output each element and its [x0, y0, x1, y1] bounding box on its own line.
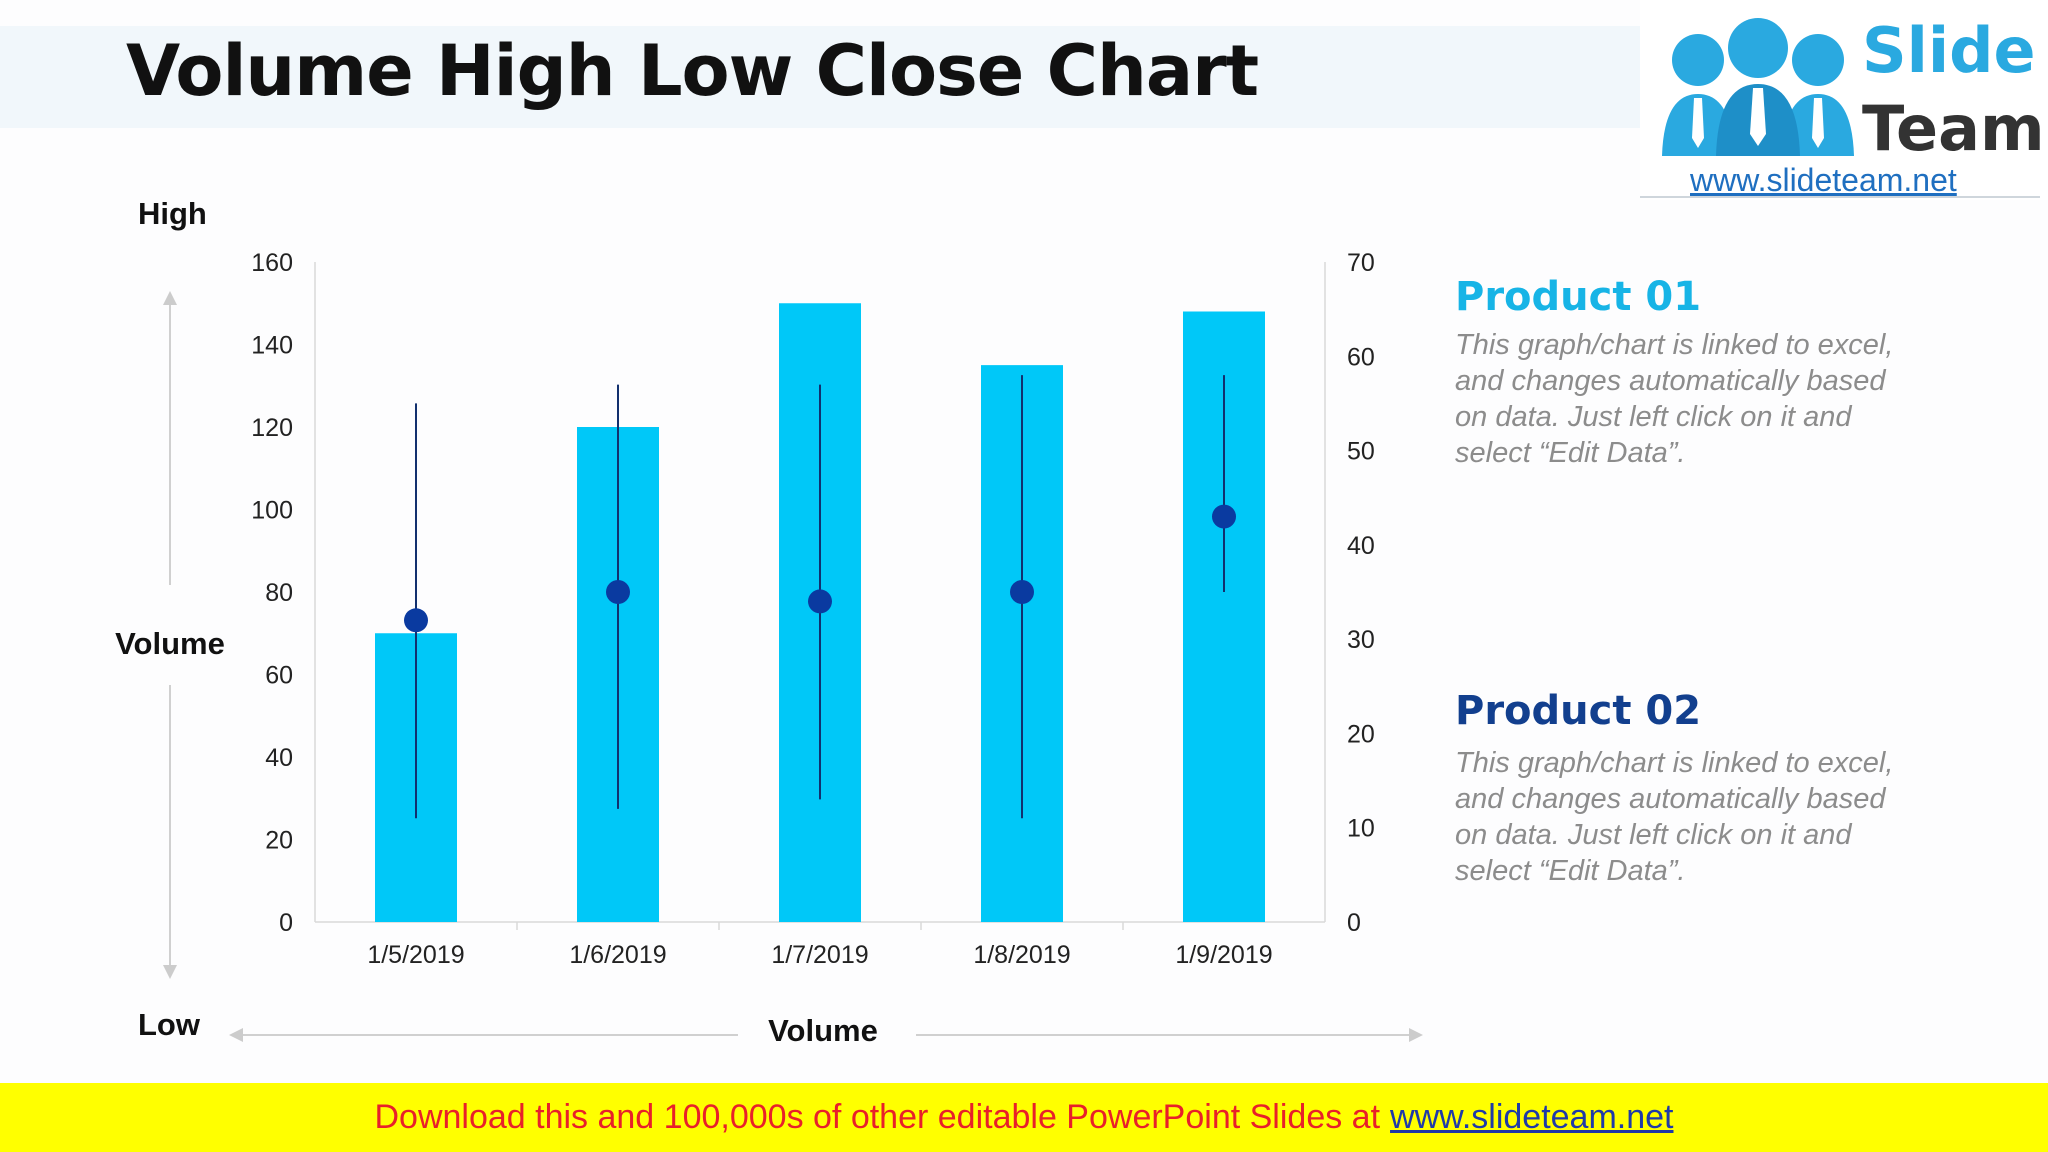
title-band: [0, 26, 1640, 128]
logo-word-slide: Slide: [1862, 14, 2036, 87]
right-axis-tick-label: 50: [1347, 438, 1375, 466]
product-02-description: This graph/chart is linked to excel, and…: [1455, 745, 1955, 889]
people-logo-icon: [1662, 18, 1854, 156]
x-axis-category-label: 1/6/2019: [569, 941, 666, 969]
product-01-line: on data. Just left click on it and: [1455, 401, 1852, 433]
product-02-heading: Product 02: [1455, 688, 1702, 734]
right-axis-tick-label: 0: [1347, 909, 1361, 937]
left-axis-tick-label: 40: [265, 744, 293, 772]
right-axis-tick-label: 70: [1347, 249, 1375, 277]
close-marker: [1010, 580, 1034, 604]
download-banner: Download this and 100,000s of other edit…: [0, 1083, 2048, 1152]
product-01-line: and changes automatically based: [1455, 365, 1886, 397]
x-axis-category-label: 1/9/2019: [1175, 941, 1272, 969]
left-axis-tick-label: 60: [265, 662, 293, 690]
left-axis-tick-label: 120: [251, 414, 293, 442]
footer-text: Download this and 100,000s of other edit…: [374, 1098, 1381, 1136]
close-marker: [808, 589, 832, 614]
left-axis-tick-label: 100: [251, 497, 293, 525]
right-axis-tick-label: 40: [1347, 532, 1375, 560]
product-01-description: This graph/chart is linked to excel, and…: [1455, 327, 1955, 471]
left-axis-tick-label: 0: [279, 909, 293, 937]
footer-link[interactable]: www.slideteam.net: [1390, 1098, 1674, 1136]
x-axis-category-label: 1/8/2019: [973, 941, 1070, 969]
volume-bottom-label: Volume: [768, 1013, 878, 1048]
logo-url-link[interactable]: www.slideteam.net: [1690, 162, 1957, 198]
left-axis-tick-label: 140: [251, 332, 293, 360]
x-axis-category-label: 1/7/2019: [771, 941, 868, 969]
product-02-line: This graph/chart is linked to excel,: [1455, 747, 1894, 779]
slideteam-logo[interactable]: Slide Team www.slideteam.net: [1640, 0, 2048, 200]
product-01-heading: Product 01: [1455, 274, 1702, 320]
product-02-line: select “Edit Data”.: [1455, 855, 1686, 887]
close-marker: [606, 580, 630, 604]
right-axis-tick-label: 60: [1347, 343, 1375, 371]
close-marker: [1212, 504, 1236, 529]
product-02-line: on data. Just left click on it and: [1455, 819, 1852, 851]
volume-side-label: Volume: [115, 626, 225, 661]
product-01-line: select “Edit Data”.: [1455, 437, 1686, 469]
close-marker: [404, 608, 428, 633]
left-axis-tick-label: 20: [265, 827, 293, 855]
logo-divider: [1640, 196, 2040, 198]
product-01-line: This graph/chart is linked to excel,: [1455, 329, 1894, 361]
high-label: High: [138, 196, 207, 231]
plot-area: 0 20 40 60 80 100 120 140 160 0 10 20 30 40 50 60 70 1/5/…: [251, 249, 1375, 969]
x-axis-category-label: 1/5/2019: [367, 941, 464, 969]
product-02-line: and changes automatically based: [1455, 783, 1886, 815]
left-axis-tick-label: 160: [251, 249, 293, 277]
right-axis-tick-label: 30: [1347, 626, 1375, 654]
logo-word-team: Team: [1862, 92, 2045, 165]
right-axis-tick-label: 20: [1347, 720, 1375, 748]
left-axis-tick-label: 80: [265, 579, 293, 607]
right-axis-tick-label: 10: [1347, 815, 1375, 843]
low-label: Low: [138, 1007, 201, 1042]
slide-title: Volume High Low Close Chart: [126, 30, 1259, 112]
